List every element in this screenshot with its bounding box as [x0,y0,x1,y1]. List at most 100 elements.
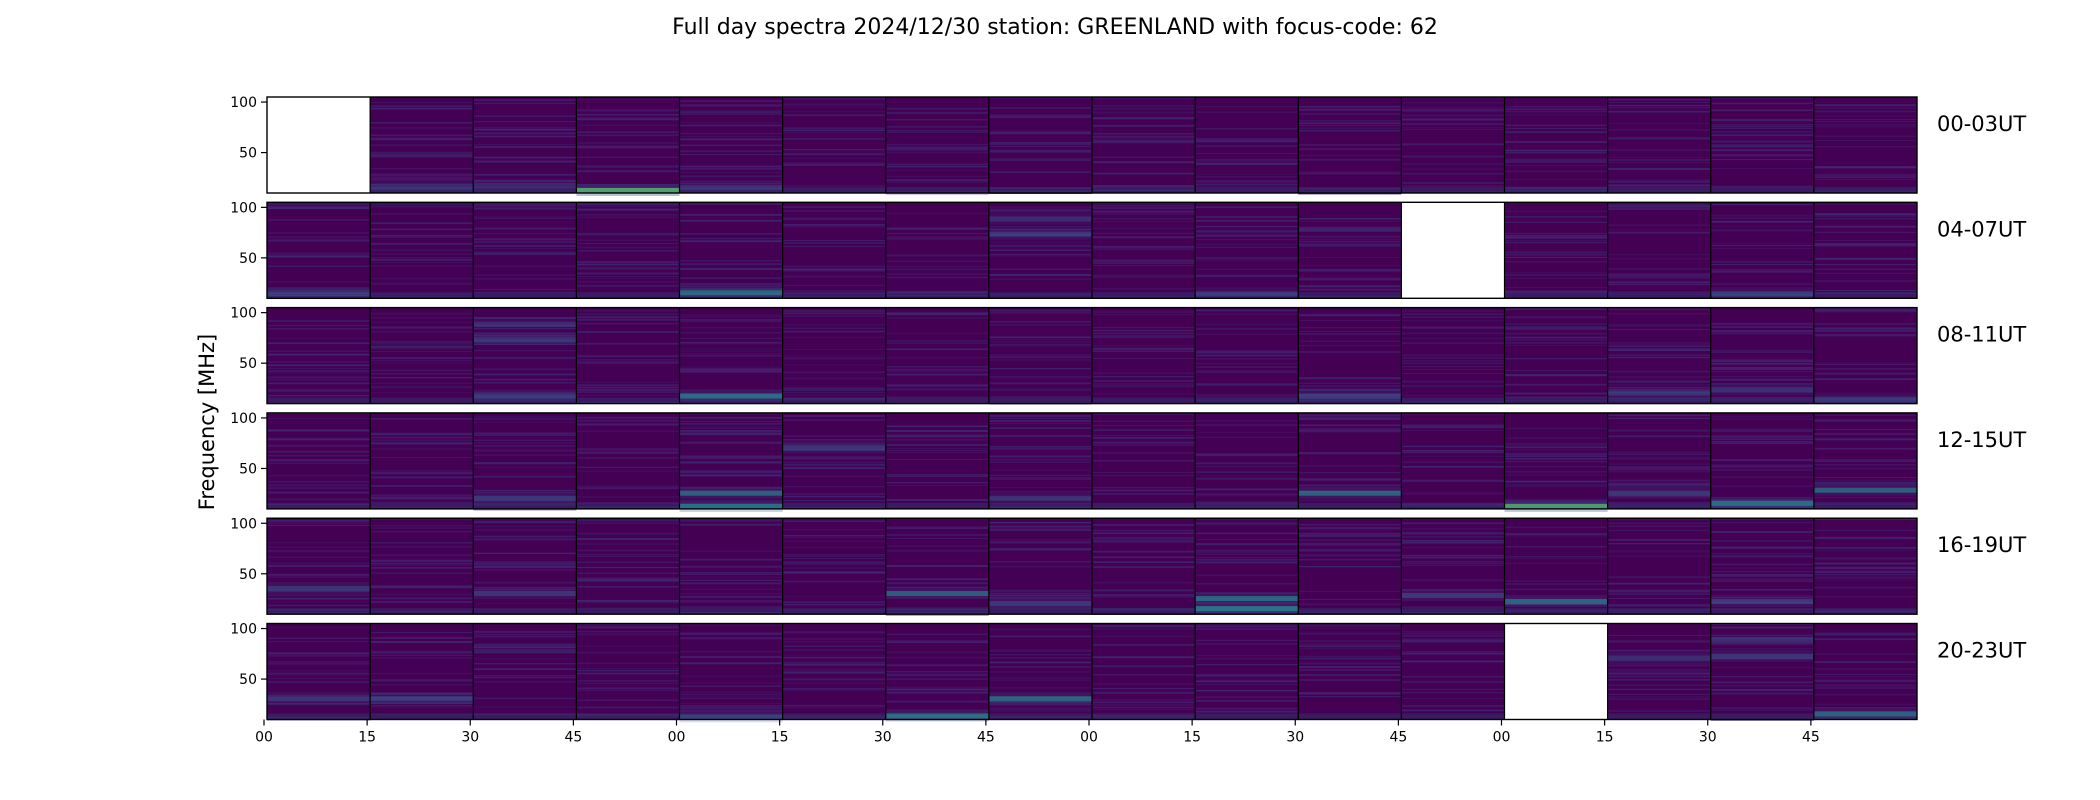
texture-line [1710,553,1814,555]
texture-line [1401,320,1505,322]
texture-line [679,420,783,422]
texture-line [370,351,474,353]
texture-line [576,310,680,312]
texture-line [267,522,371,524]
texture-line [988,116,1092,118]
texture-line [473,646,577,649]
texture-line [267,481,371,483]
texture-line [988,687,1092,689]
panel-background [370,518,474,615]
spectrum-panel [885,623,989,720]
texture-line [1092,349,1196,351]
spectrum-panel [1401,623,1505,720]
texture-line [1092,625,1196,627]
texture-line [679,327,783,329]
texture-line [370,497,474,500]
texture-line [267,551,371,553]
texture-line [1092,688,1196,690]
texture-line [576,538,680,540]
texture-line [988,445,1092,447]
texture-line [679,366,783,368]
texture-line [988,97,1092,99]
texture-line [1195,159,1299,161]
texture-line [1401,536,1505,537]
spectrum-panel [1298,202,1402,299]
texture-line [1298,327,1402,329]
panel-background [988,307,1092,404]
texture-line [1092,259,1196,262]
texture-line [473,651,577,654]
texture-line [1092,699,1196,701]
texture-line [1607,344,1711,346]
low-freq-band [473,713,577,720]
texture-line [1401,536,1505,538]
texture-line [1607,551,1711,552]
texture-line [1195,643,1299,645]
low-freq-band [1195,502,1299,509]
texture-line [782,115,886,117]
texture-line [267,367,371,369]
texture-line [885,639,989,641]
texture-line [473,291,577,293]
texture-line [782,290,886,292]
texture-line [1710,596,1814,599]
texture-line [1710,518,1814,520]
texture-line [988,650,1092,652]
texture-line [1195,681,1299,683]
texture-line [1298,388,1402,391]
spectrum-panel [1607,97,1711,194]
texture-line [1092,472,1196,473]
texture-line [988,448,1092,451]
texture-line [1401,341,1505,343]
texture-line [1401,129,1505,130]
texture-line [782,435,886,437]
texture-line [576,276,680,277]
emission-band [1298,490,1402,496]
emission-glow [1298,389,1402,402]
texture-line [576,170,680,173]
texture-line [1607,281,1711,284]
texture-line [1092,142,1196,144]
texture-line [1195,313,1299,315]
texture-line [782,567,886,569]
texture-line [782,458,886,459]
texture-line [1401,182,1505,184]
texture-line [267,652,371,654]
texture-line [1092,627,1196,629]
texture-line [1092,137,1196,139]
texture-line [1401,533,1505,535]
texture-line [576,532,680,535]
texture-line [679,165,783,168]
emission-glow [1813,483,1917,496]
panel-background [576,412,680,509]
texture-line [782,556,886,557]
texture-line [885,474,989,476]
texture-line [782,205,886,207]
texture-line [679,180,783,183]
texture-line [1813,461,1917,462]
texture-line [988,594,1092,597]
texture-line [988,132,1092,135]
row-frame [266,412,1918,510]
texture-line [1195,664,1299,665]
texture-line [885,533,989,535]
texture-line [1298,543,1402,545]
texture-line [1710,125,1814,128]
emission-band [370,183,474,189]
texture-line [988,469,1092,471]
texture-line [267,325,371,327]
texture-line [1298,535,1402,537]
spectrum-panel [679,202,783,299]
texture-line [1710,469,1814,471]
texture-line [1195,700,1299,702]
texture-line [370,234,474,237]
texture-line [1710,465,1814,467]
panel-background [1195,623,1299,720]
texture-line [988,704,1092,706]
texture-line [370,105,474,108]
texture-line [370,174,474,177]
texture-line [1607,181,1711,183]
texture-line [1298,542,1402,544]
